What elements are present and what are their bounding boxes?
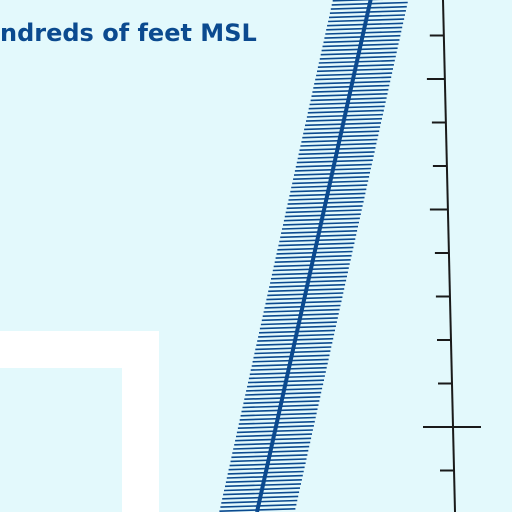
scale-line bbox=[423, 0, 481, 512]
white-boundary-frame bbox=[0, 331, 159, 512]
airway-hatch bbox=[332, 0, 384, 2]
altitude-label: ndreds of feet MSL bbox=[0, 19, 257, 47]
airway-centerline bbox=[255, 0, 373, 512]
airway-band bbox=[219, 0, 408, 512]
